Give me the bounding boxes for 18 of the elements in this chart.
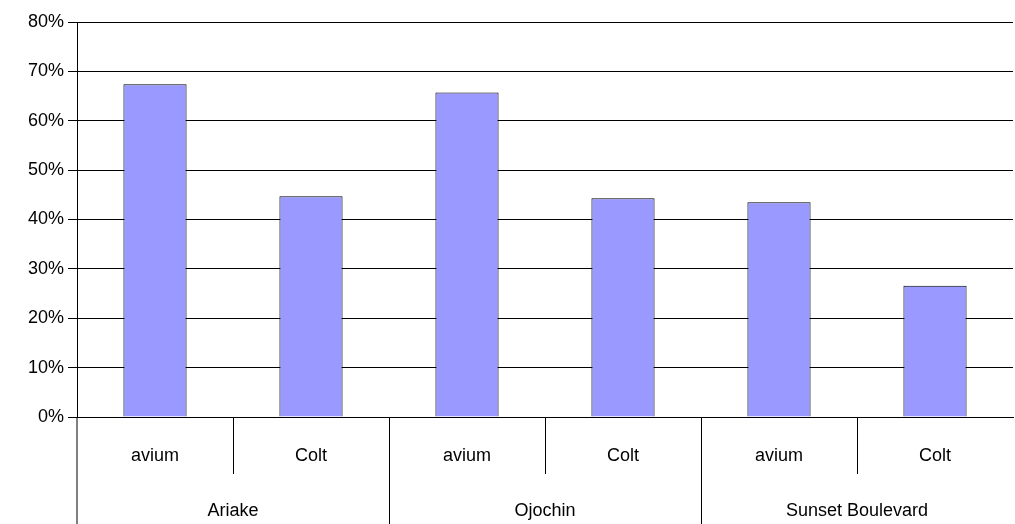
- text: Ariake: [207, 499, 259, 520]
- x-tick-label: avium: [130, 444, 180, 465]
- x-tick-label: Colt: [918, 444, 952, 465]
- x-tick-label: Colt: [606, 444, 640, 465]
- x-tick-label: avium: [754, 444, 804, 465]
- x-tick-label: Colt: [294, 444, 328, 465]
- y-tick-label: 10%: [27, 356, 64, 377]
- y-tick-label: 20%: [27, 307, 64, 328]
- x-tick-label: avium: [442, 444, 492, 465]
- y-tick-label: 40%: [27, 208, 64, 229]
- y-tick-label: 80%: [27, 10, 64, 31]
- text: Ojochin: [514, 499, 576, 520]
- y-tick-label: 70%: [27, 60, 64, 81]
- y-tick-label: 60%: [27, 109, 64, 130]
- y-tick-label: 0%: [37, 405, 64, 426]
- y-tick-label: 30%: [27, 257, 64, 278]
- text: Sunset Boulevard: [785, 499, 929, 520]
- y-tick-label: 50%: [27, 159, 64, 180]
